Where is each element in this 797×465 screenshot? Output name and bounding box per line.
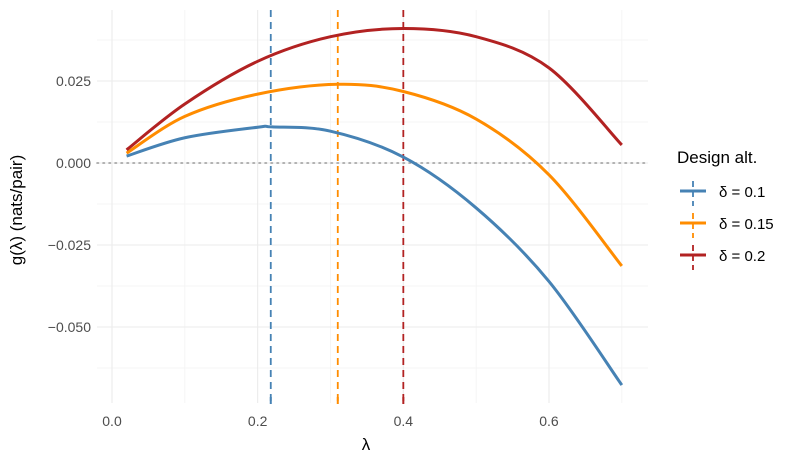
legend: Design alt. δ = 0.1 δ = 0.15 δ = 0.2	[677, 148, 774, 270]
y-axis-title: g(λ) (nats/pair)	[7, 155, 26, 266]
legend-label: δ = 0.1	[719, 184, 765, 201]
legend-item: δ = 0.2	[680, 245, 765, 270]
y-axis-ticks: 0.025 0.000 −0.025 −0.050	[48, 73, 91, 335]
x-tick-label: 0.0	[102, 413, 122, 429]
series-curve	[126, 124, 624, 386]
legend-label: δ = 0.2	[719, 248, 765, 265]
x-tick-label: 0.6	[539, 413, 559, 429]
grid-major	[97, 10, 648, 403]
y-tick-label: 0.000	[56, 155, 91, 171]
y-tick-label: −0.050	[48, 319, 91, 335]
y-tick-label: −0.025	[48, 237, 91, 253]
series-curve	[125, 27, 623, 152]
grid-minor	[97, 10, 648, 403]
legend-item: δ = 0.1	[680, 181, 765, 206]
x-tick-label: 0.4	[394, 413, 414, 429]
series-curves	[125, 27, 624, 386]
x-axis-title: λ	[362, 435, 371, 454]
legend-item: δ = 0.15	[680, 213, 774, 238]
x-axis-ticks: 0.0 0.2 0.4 0.6	[102, 413, 559, 429]
legend-label: δ = 0.15	[719, 216, 774, 233]
legend-title: Design alt.	[677, 148, 757, 167]
y-tick-label: 0.025	[56, 73, 91, 89]
series-curve	[125, 82, 623, 267]
x-tick-label: 0.2	[248, 413, 268, 429]
optimum-lambda-lines	[269, 10, 405, 403]
optimum-rug-ticks	[269, 397, 405, 404]
